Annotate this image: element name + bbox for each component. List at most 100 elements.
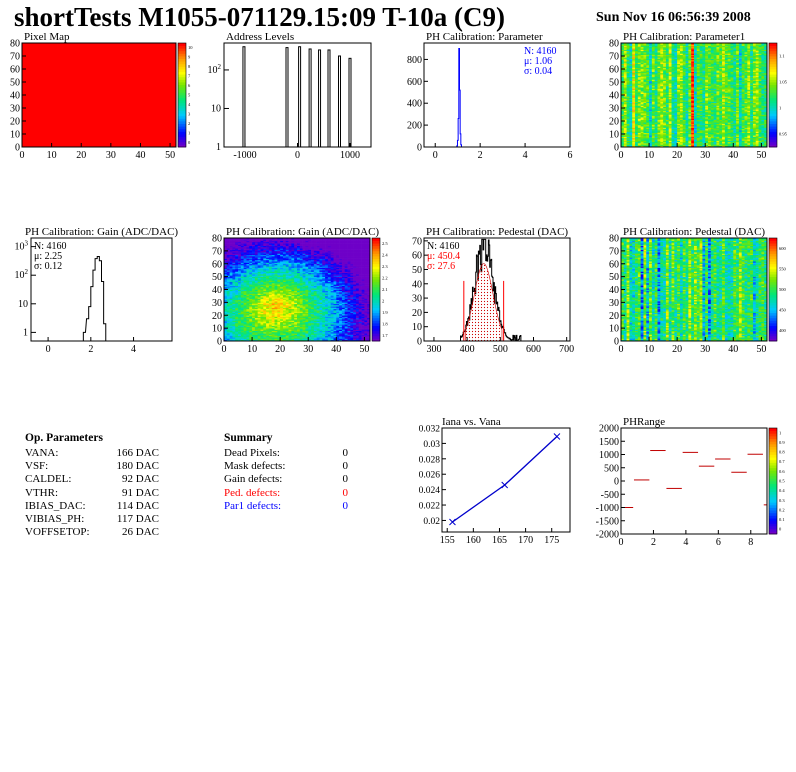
heatmap-cell: [716, 124, 720, 127]
heatmap-cell: [238, 272, 242, 275]
heatmap-cell: [738, 75, 743, 78]
heatmap-cell: [761, 49, 765, 52]
heatmap-cell: [727, 67, 731, 70]
heatmap-cell: [699, 121, 703, 123]
heatmap-cell: [632, 87, 636, 89]
heatmap-cell: [640, 108, 644, 110]
heatmap-cell: [229, 335, 233, 338]
heatmap-cell: [235, 312, 239, 315]
heatmap-cell: [677, 132, 681, 135]
heatmap-cell: [705, 106, 709, 109]
heatmap-cell: [691, 130, 695, 132]
heatmap-cell: [674, 61, 678, 63]
heatmap-cell: [629, 71, 633, 74]
heatmap-cell: [761, 144, 765, 146]
heatmap-cell: [674, 136, 678, 139]
heatmap-cell: [764, 97, 768, 100]
heatmap-cell: [640, 139, 644, 141]
heatmap-cell: [229, 312, 233, 315]
heatmap-cell: [646, 66, 650, 68]
palette-cell: [178, 61, 186, 65]
heatmap-cell: [674, 145, 678, 148]
heatmap-cell: [632, 130, 636, 132]
heatmap-cell: [640, 46, 644, 49]
heatmap-cell: [747, 96, 751, 98]
heatmap-cell: [229, 294, 233, 297]
heatmap-cell: [708, 95, 712, 97]
y-tick-label: 10: [10, 130, 20, 141]
heatmap-cell: [764, 143, 768, 145]
heatmap-cell: [696, 139, 700, 141]
heatmap-cell: [696, 75, 700, 78]
heatmap-cell: [243, 324, 247, 326]
heatmap-cell: [708, 71, 712, 74]
heatmap-cell: [640, 106, 644, 109]
heatmap-cell: [626, 144, 630, 146]
heatmap-cell: [668, 69, 672, 71]
heatmap-cell: [736, 101, 740, 104]
heatmap-cell: [660, 56, 664, 58]
heatmap-cell: [724, 63, 728, 66]
heatmap-cell: [750, 115, 754, 118]
heatmap-cell: [747, 82, 751, 84]
heatmap-cell: [702, 132, 706, 135]
heatmap-cell: [747, 58, 751, 61]
heatmap-cell: [663, 100, 667, 102]
heatmap-cell: [235, 319, 239, 321]
heatmap-cell: [654, 140, 658, 143]
heatmap-cell: [744, 79, 748, 81]
heatmap-cell: [694, 100, 698, 102]
heatmap-cell: [747, 145, 751, 148]
heatmap-cell: [738, 143, 743, 145]
heatmap-cell: [730, 67, 734, 70]
heatmap-cell: [677, 66, 681, 68]
heatmap-cell: [649, 145, 653, 148]
heatmap-cell: [665, 114, 670, 117]
palette-cell: [178, 92, 186, 96]
heatmap-cell: [727, 97, 731, 100]
heatmap-cell: [716, 102, 720, 105]
heatmap-cell: [663, 123, 667, 126]
heatmap-cell: [232, 252, 236, 254]
heatmap-cell: [629, 53, 633, 55]
heatmap-cell: [699, 44, 703, 46]
heatmap-cell: [240, 249, 244, 252]
heatmap-cell: [691, 122, 695, 124]
heatmap-cell: [705, 87, 709, 89]
heatmap-cell: [733, 137, 737, 140]
heatmap-cell: [750, 143, 754, 145]
heatmap-cell: [727, 53, 731, 55]
heatmap-cell: [696, 80, 700, 83]
heatmap-cell: [671, 69, 675, 71]
heatmap-cell: [736, 114, 740, 117]
heatmap-cell: [632, 135, 636, 137]
heatmap-cell: [660, 123, 664, 126]
heatmap-cell: [654, 46, 658, 49]
heatmap-cell: [643, 92, 647, 94]
heatmap-cell: [705, 65, 709, 67]
heatmap-cell: [643, 56, 647, 58]
heatmap-cell: [238, 316, 242, 319]
heatmap-cell: [733, 105, 737, 107]
heatmap-cell: [710, 101, 714, 104]
heatmap-cell: [651, 97, 655, 100]
heatmap-cell: [649, 132, 653, 135]
heatmap-cell: [696, 58, 700, 61]
heatmap-cell: [660, 67, 664, 70]
heatmap-cell: [752, 70, 757, 72]
heatmap-cell: [649, 82, 653, 84]
heatmap-cell: [705, 131, 709, 133]
heatmap-cell: [744, 126, 748, 128]
heatmap-cell: [657, 110, 661, 113]
heatmap-cell: [671, 128, 675, 131]
heatmap-cell: [736, 80, 740, 83]
heatmap-cell: [623, 76, 627, 79]
heatmap-cell: [240, 286, 244, 289]
heatmap-cell: [621, 130, 625, 132]
heatmap-cell: [744, 111, 748, 114]
heatmap-cell: [646, 65, 650, 67]
heatmap-cell: [243, 322, 247, 325]
heatmap-cell: [621, 53, 625, 55]
heatmap-cell: [235, 330, 239, 333]
heatmap-cell: [727, 105, 731, 107]
